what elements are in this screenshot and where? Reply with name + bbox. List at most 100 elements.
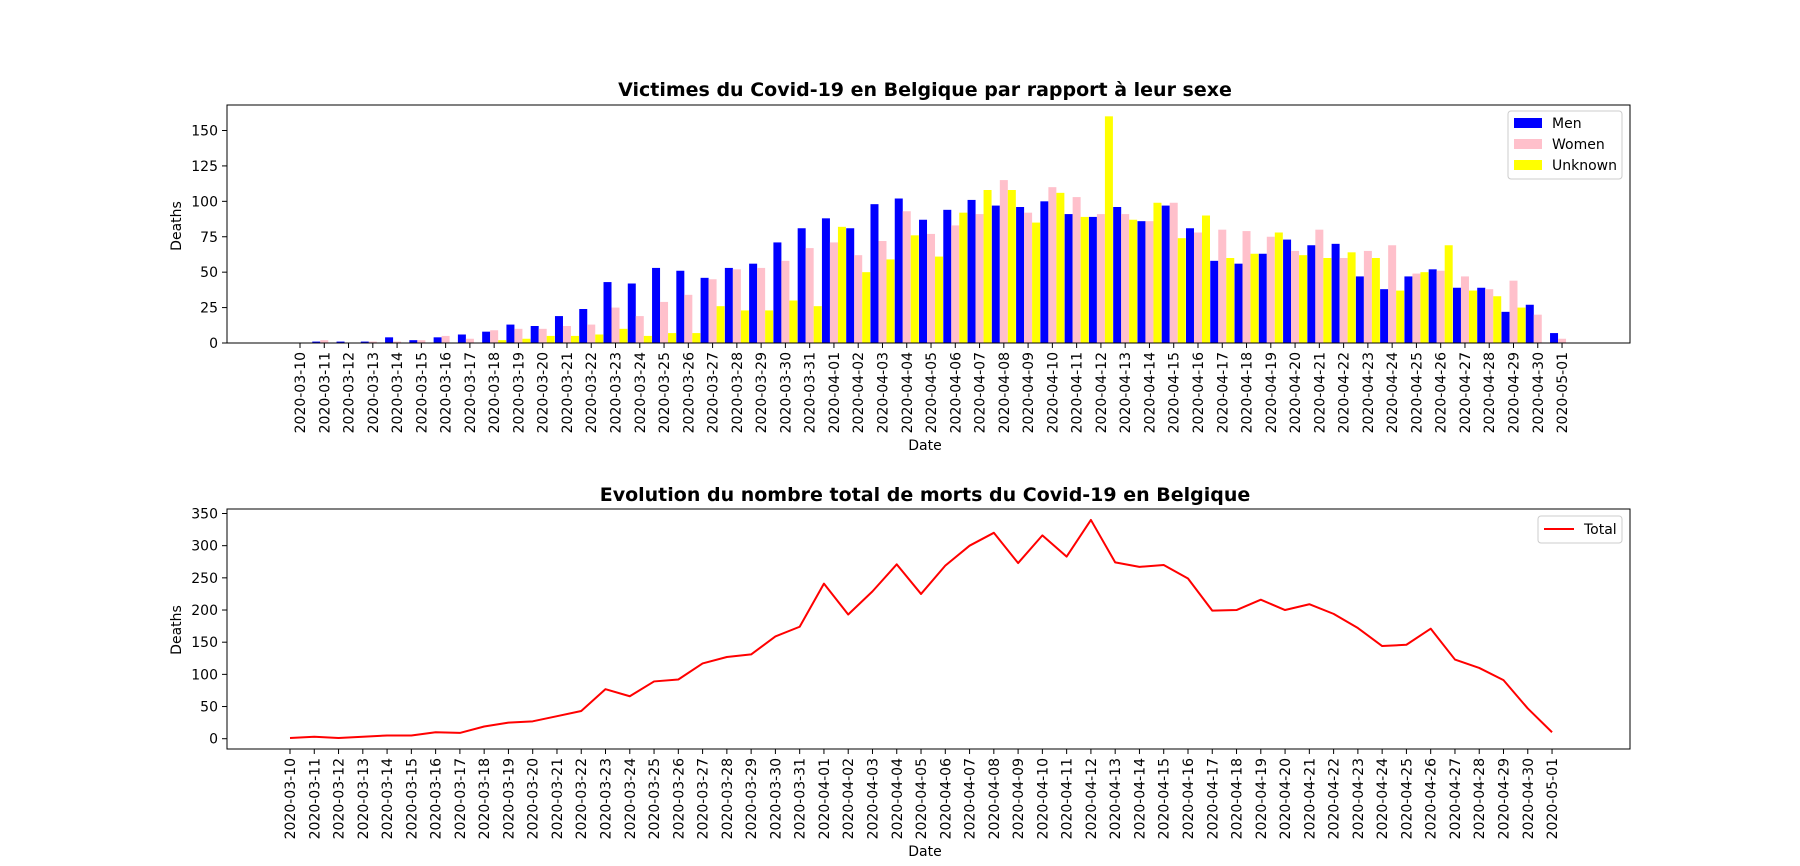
bar-chart-x-tick-label: 2020-03-18 <box>487 352 503 433</box>
bar-men-2020-03-27 <box>700 277 709 343</box>
bar-chart-x-tick-label: 2020-04-21 <box>1312 352 1328 433</box>
bar-men-2020-03-12 <box>336 341 345 343</box>
line-chart-x-tick-label: 2020-04-13 <box>1108 758 1124 839</box>
line-chart-x-tick-label: 2020-03-13 <box>356 758 372 839</box>
bar-chart-x-tick-label: 2020-04-01 <box>827 352 843 433</box>
bar-chart-x-tick-label: 2020-03-26 <box>681 352 697 433</box>
bar-women-2020-03-18 <box>490 330 499 343</box>
bar-chart-y-tick-label: 75 <box>200 230 218 246</box>
bar-chart-x-tick-label: 2020-03-10 <box>293 352 309 433</box>
bar-chart-y-tick-label: 100 <box>191 194 218 210</box>
bar-women-2020-04-06 <box>951 225 960 343</box>
bar-women-2020-04-11 <box>1072 197 1081 343</box>
bar-men-2020-04-07 <box>967 199 976 343</box>
bar-chart-x-tick-label: 2020-03-28 <box>730 352 746 433</box>
line-chart-x-axis-label: Date <box>908 844 941 860</box>
bar-unknown-2020-03-30 <box>789 300 798 343</box>
bar-men-2020-04-24 <box>1380 289 1389 343</box>
line-chart-x-tick-label: 2020-04-01 <box>817 758 833 839</box>
bar-unknown-2020-03-21 <box>570 335 579 343</box>
bar-men-2020-04-26 <box>1428 269 1437 343</box>
bar-chart-x-tick-label: 2020-04-16 <box>1191 352 1207 433</box>
bar-men-2020-04-03 <box>870 204 879 343</box>
bar-chart-x-ticks: 2020-03-10 2020-03-11 2020-03-12 2020-03-13… <box>293 343 1571 433</box>
bar-men-2020-03-11 <box>312 341 321 343</box>
line-chart-x-tick-label: 2020-04-25 <box>1399 758 1415 839</box>
line-chart-x-tick-label: 2020-04-05 <box>914 758 930 839</box>
line-chart-y-tick-label: 150 <box>191 635 218 651</box>
bar-men-2020-03-16 <box>433 337 442 343</box>
bar-men-2020-04-22 <box>1331 243 1340 343</box>
line-chart-x-tick-label: 2020-03-11 <box>307 758 323 839</box>
bar-chart-title: Victimes du Covid-19 en Belgique par rap… <box>618 79 1232 101</box>
legend-label-men: Men <box>1552 116 1582 132</box>
bar-women-2020-03-14 <box>393 341 402 343</box>
legend-swatch-men <box>1514 118 1542 128</box>
bar-chart-x-tick-label: 2020-03-11 <box>317 352 333 433</box>
line-chart-x-tick-label: 2020-03-12 <box>332 758 348 839</box>
bar-chart-x-tick-label: 2020-04-03 <box>875 352 891 433</box>
bar-chart-x-tick-label: 2020-03-12 <box>342 352 358 433</box>
bar-women-2020-04-13 <box>1121 214 1130 343</box>
line-chart-x-tick-label: 2020-03-29 <box>744 758 760 839</box>
line-chart-x-tick-label: 2020-04-14 <box>1132 758 1148 839</box>
bar-women-2020-03-31 <box>805 248 814 343</box>
bar-chart-legend: Men Women Unknown <box>1507 110 1623 180</box>
bar-men-2020-04-29 <box>1501 311 1510 343</box>
bar-unknown-2020-04-12 <box>1104 116 1113 343</box>
bar-unknown-2020-04-14 <box>1153 202 1162 343</box>
bar-chart-x-tick-label: 2020-03-25 <box>657 352 673 433</box>
bar-men-2020-04-18 <box>1234 263 1243 343</box>
line-chart-x-tick-label: 2020-04-24 <box>1375 758 1391 839</box>
line-chart-x-tick-label: 2020-04-15 <box>1157 758 1173 839</box>
line-chart-x-tick-label: 2020-04-30 <box>1521 758 1537 839</box>
bar-unknown-2020-03-26 <box>692 333 701 343</box>
bar-men-2020-03-18 <box>482 331 491 343</box>
bar-women-2020-03-22 <box>587 324 596 343</box>
line-chart-x-tick-label: 2020-03-14 <box>380 758 396 839</box>
line-chart-x-tick-label: 2020-04-29 <box>1497 758 1513 839</box>
bar-chart-x-tick-label: 2020-03-29 <box>754 352 770 433</box>
line-chart-x-tick-label: 2020-03-18 <box>477 758 493 839</box>
line-chart-x-tick-label: 2020-03-20 <box>526 758 542 839</box>
line-chart-frame <box>226 508 1631 750</box>
bar-men-2020-03-25 <box>652 267 661 343</box>
bar-chart-x-tick-label: 2020-03-17 <box>463 352 479 433</box>
bar-unknown-2020-04-24 <box>1396 290 1405 343</box>
bar-unknown-2020-04-07 <box>983 190 992 343</box>
bar-chart-x-tick-label: 2020-04-22 <box>1337 352 1353 433</box>
bar-unknown-2020-04-22 <box>1347 252 1356 343</box>
bar-men-2020-03-15 <box>409 340 418 343</box>
bar-men-2020-04-01 <box>821 218 830 343</box>
bar-chart-y-tick-label: 0 <box>209 336 218 352</box>
bar-women-2020-04-23 <box>1363 250 1372 343</box>
bar-men-2020-03-21 <box>554 316 563 343</box>
bar-men-2020-04-21 <box>1307 245 1316 343</box>
bar-chart-bars <box>312 116 1567 343</box>
line-chart-x-tick-label: 2020-04-23 <box>1351 758 1367 839</box>
bar-chart-y-tick-label: 150 <box>191 124 218 140</box>
bar-men-2020-04-17 <box>1210 260 1219 343</box>
bar-women-2020-03-19 <box>514 328 523 343</box>
bar-unknown-2020-04-13 <box>1129 219 1138 343</box>
bar-men-2020-04-27 <box>1452 287 1461 343</box>
bar-chart-x-tick-label: 2020-04-13 <box>1118 352 1134 433</box>
line-chart-x-ticks: 2020-03-10 2020-03-11 2020-03-12 2020-03-13… <box>283 749 1561 839</box>
bar-women-2020-03-28 <box>732 269 741 343</box>
line-chart-x-tick-label: 2020-05-01 <box>1545 758 1561 839</box>
line-chart-x-tick-label: 2020-03-24 <box>623 758 639 839</box>
bar-men-2020-04-02 <box>846 228 855 343</box>
bar-unknown-2020-03-18 <box>498 340 507 343</box>
line-chart-y-tick-label: 300 <box>191 539 218 555</box>
bar-unknown-2020-04-15 <box>1177 238 1186 343</box>
bar-women-2020-04-21 <box>1315 229 1324 343</box>
bar-unknown-2020-04-18 <box>1250 253 1259 343</box>
bar-unknown-2020-04-27 <box>1468 290 1477 343</box>
line-chart-x-tick-label: 2020-04-11 <box>1060 758 1076 839</box>
line-chart-x-tick-label: 2020-04-03 <box>865 758 881 839</box>
bar-women-2020-03-15 <box>417 340 426 343</box>
bar-chart-y-tick-label: 125 <box>191 159 218 175</box>
bar-chart-x-tick-label: 2020-03-13 <box>366 352 382 433</box>
line-chart-y-tick-label: 200 <box>191 603 218 619</box>
